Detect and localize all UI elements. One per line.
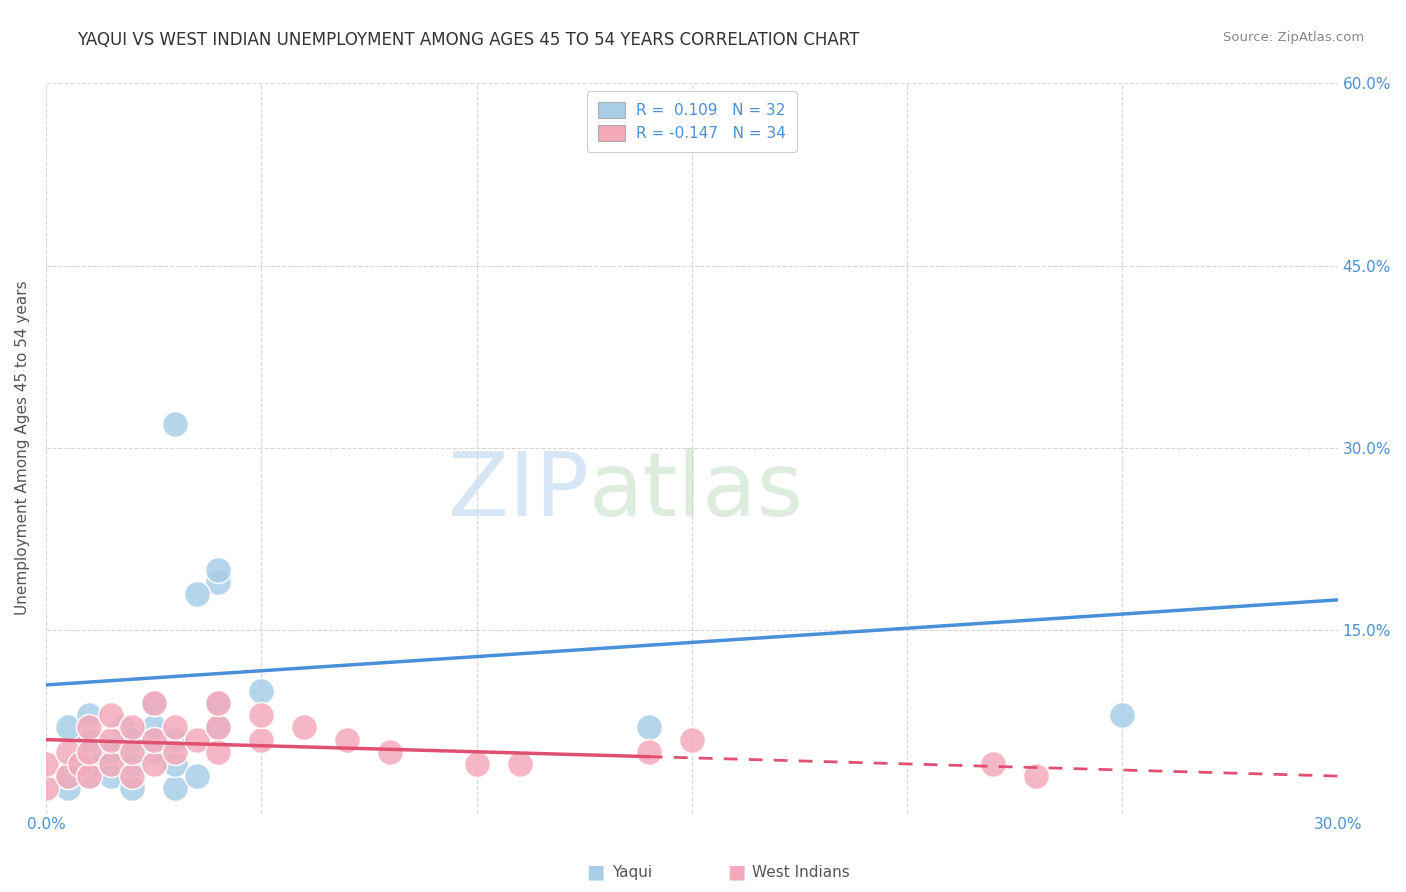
Point [77,769,100,783]
Point [77,769,100,783]
Point [509,756,531,771]
Point [100,708,122,723]
Point [1111,708,1133,723]
Point [77,745,100,759]
Text: ■: ■ [727,863,745,882]
Point [121,769,143,783]
Point [56,781,79,796]
Point [142,745,165,759]
Point [165,756,187,771]
Point [56,721,79,735]
Y-axis label: Unemployment Among Ages 45 to 54 years: Unemployment Among Ages 45 to 54 years [15,281,30,615]
Point [35,756,58,771]
Point [35,781,58,796]
Text: Source: ZipAtlas.com: Source: ZipAtlas.com [1223,31,1364,45]
Point [207,745,229,759]
Point [56,745,79,759]
Point [186,769,208,783]
Point [165,781,187,796]
Point [207,562,229,576]
Point [69,756,91,771]
Point [250,684,273,698]
Point [77,732,100,747]
Text: ZIP: ZIP [447,449,589,535]
Point [77,708,100,723]
Point [981,756,1004,771]
Point [186,587,208,601]
Point [380,745,402,759]
Point [186,732,208,747]
Point [165,417,187,431]
Point [100,769,122,783]
Point [100,745,122,759]
Point [142,756,165,771]
Point [86,756,108,771]
Point [637,721,659,735]
Point [56,769,79,783]
Point [121,745,143,759]
Text: YAQUI VS WEST INDIAN UNEMPLOYMENT AMONG AGES 45 TO 54 YEARS CORRELATION CHART: YAQUI VS WEST INDIAN UNEMPLOYMENT AMONG … [77,31,859,49]
Point [121,781,143,796]
Point [681,732,703,747]
Point [465,756,488,771]
Point [336,732,359,747]
Point [250,732,273,747]
Point [142,732,165,747]
Text: Yaqui: Yaqui [612,865,652,880]
Point [100,732,122,747]
Point [292,721,315,735]
Point [77,745,100,759]
Point [637,745,659,759]
Point [207,696,229,710]
Point [165,732,187,747]
Point [142,696,165,710]
Point [142,696,165,710]
Point [56,769,79,783]
Text: atlas: atlas [589,449,804,535]
Point [207,574,229,589]
Point [1025,769,1047,783]
Point [142,721,165,735]
Text: West Indians: West Indians [752,865,851,880]
Text: ■: ■ [586,863,605,882]
Point [69,756,91,771]
Point [112,721,135,735]
Point [165,745,187,759]
Legend: R =  0.109   N = 32, R = -0.147   N = 34: R = 0.109 N = 32, R = -0.147 N = 34 [588,91,797,152]
Point [250,708,273,723]
Point [65,756,87,771]
Point [207,721,229,735]
Point [207,721,229,735]
Point [165,721,187,735]
Point [77,721,100,735]
Point [100,756,122,771]
Point [121,721,143,735]
Point [121,732,143,747]
Point [207,696,229,710]
Point [121,756,143,771]
